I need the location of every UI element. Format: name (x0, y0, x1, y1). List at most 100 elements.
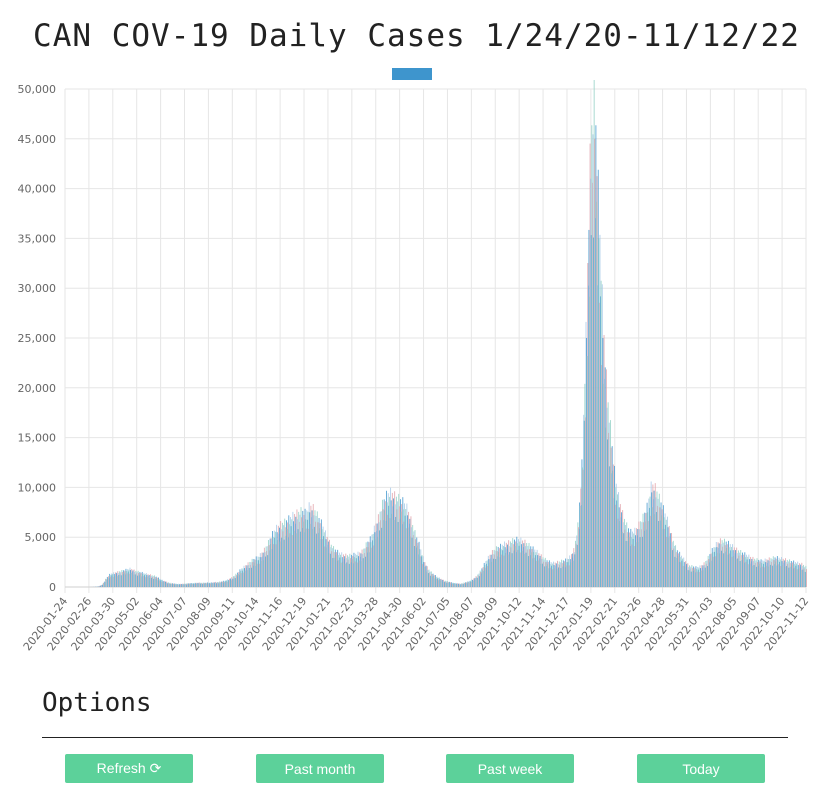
bar (658, 520, 660, 587)
bar (615, 504, 617, 587)
bar (578, 528, 580, 587)
bar (622, 522, 624, 587)
bar (703, 570, 704, 587)
bar (515, 552, 517, 587)
bar (707, 566, 709, 587)
bar (411, 537, 413, 587)
bar (348, 556, 350, 587)
bar (568, 559, 570, 587)
bar (553, 565, 555, 587)
bar (803, 568, 805, 587)
refresh-button[interactable]: Refresh ⟳ (65, 754, 193, 783)
bar (678, 553, 679, 587)
bar (495, 559, 497, 587)
bar (232, 579, 234, 587)
bar (188, 583, 190, 587)
bar (471, 579, 473, 587)
bar (635, 535, 636, 587)
bar (780, 557, 782, 587)
y-axis-ticks: 0 5,000 10,000 15,000 20,000 25,000 30,000 35,0… (18, 83, 57, 594)
bar (479, 576, 481, 587)
bar (333, 552, 335, 587)
bar (719, 553, 721, 587)
bar (772, 565, 774, 587)
bar (140, 572, 142, 587)
bar (661, 515, 663, 587)
bar (706, 560, 708, 587)
bar (319, 523, 321, 587)
bar (400, 511, 402, 587)
bar (222, 581, 223, 587)
bar (547, 562, 549, 587)
bar (373, 545, 375, 587)
bar (170, 582, 172, 587)
bar (279, 541, 281, 587)
bar (772, 556, 774, 587)
bar (395, 516, 397, 587)
bar (123, 570, 125, 587)
bar (204, 582, 206, 587)
bar (654, 514, 656, 587)
bar (241, 570, 243, 587)
bar (639, 529, 640, 587)
bar (527, 545, 529, 587)
bar (396, 509, 398, 587)
bar (171, 584, 173, 587)
bar (287, 522, 289, 587)
bar (380, 511, 382, 587)
bar (642, 513, 644, 587)
bar (732, 544, 734, 587)
bar (366, 547, 368, 587)
bar (153, 578, 155, 587)
bar (307, 511, 309, 587)
bar (272, 531, 273, 587)
bar (114, 575, 116, 587)
bar (747, 564, 749, 587)
bar (149, 574, 151, 587)
bar (525, 552, 527, 587)
bar (280, 529, 282, 587)
bar (759, 561, 761, 587)
bar (646, 502, 648, 587)
bar (350, 558, 351, 587)
bar (137, 570, 139, 587)
bar (733, 547, 735, 587)
bar (197, 583, 198, 587)
bar (483, 562, 485, 587)
bar (158, 577, 159, 587)
legend-swatch[interactable] (392, 68, 432, 80)
bar (179, 584, 181, 587)
bar (771, 561, 772, 587)
bar (310, 505, 312, 587)
bar (388, 496, 390, 587)
bar (589, 296, 590, 587)
bar (379, 530, 380, 587)
bar (601, 365, 603, 587)
bar (144, 574, 146, 587)
bar (665, 519, 667, 587)
bar (519, 552, 521, 587)
bar (580, 488, 582, 587)
past-week-button[interactable]: Past week (446, 754, 574, 783)
bar (236, 576, 238, 587)
bar (266, 551, 268, 587)
bar (715, 542, 717, 587)
bar (141, 571, 143, 587)
bar (339, 557, 341, 587)
bar (535, 552, 537, 587)
bar (550, 562, 552, 587)
bar (598, 238, 600, 587)
bar (597, 285, 599, 587)
chart-bars (90, 80, 807, 588)
bar (573, 548, 575, 587)
bar (696, 569, 697, 587)
bar (765, 565, 767, 587)
today-button[interactable]: Today (637, 754, 765, 783)
bar (180, 583, 182, 587)
past-month-button[interactable]: Past month (256, 754, 384, 783)
bar (557, 564, 559, 587)
bar (690, 566, 692, 587)
bar (622, 510, 624, 587)
bar (285, 535, 287, 587)
bar (271, 548, 273, 587)
